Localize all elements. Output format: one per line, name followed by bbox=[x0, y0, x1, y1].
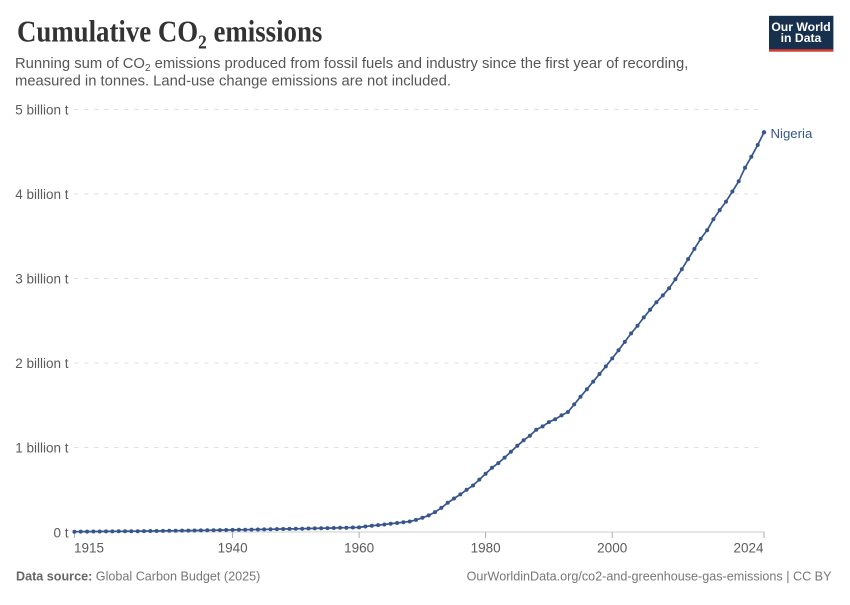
svg-text:1960: 1960 bbox=[344, 541, 374, 556]
svg-text:0 t: 0 t bbox=[53, 526, 68, 541]
svg-text:in Data: in Data bbox=[781, 31, 822, 45]
svg-text:1980: 1980 bbox=[471, 541, 501, 556]
svg-text:3 billion t: 3 billion t bbox=[15, 272, 69, 287]
svg-text:2 billion t: 2 billion t bbox=[15, 356, 69, 371]
svg-text:1940: 1940 bbox=[218, 541, 248, 556]
svg-text:Cumulative CO2 emissions: Cumulative CO2 emissions bbox=[17, 15, 322, 54]
svg-text:4 billion t: 4 billion t bbox=[15, 187, 69, 202]
svg-text:Nigeria: Nigeria bbox=[771, 126, 813, 141]
svg-text:2000: 2000 bbox=[597, 541, 627, 556]
svg-text:1915: 1915 bbox=[74, 541, 104, 556]
svg-text:Running sum of CO2 emissions p: Running sum of CO2 emissions produced fr… bbox=[15, 56, 688, 74]
svg-text:2024: 2024 bbox=[733, 541, 764, 556]
svg-text:Our World: Our World bbox=[771, 20, 830, 34]
svg-text:Data source: Global Carbon Bud: Data source: Global Carbon Budget (2025) bbox=[16, 570, 260, 584]
svg-text:5 billion t: 5 billion t bbox=[15, 103, 69, 118]
svg-text:measured in tonnes. Land-use c: measured in tonnes. Land-use change emis… bbox=[15, 74, 451, 90]
svg-text:OurWorldinData.org/co2-and-gre: OurWorldinData.org/co2-and-greenhouse-ga… bbox=[467, 570, 833, 584]
svg-text:1 billion t: 1 billion t bbox=[15, 441, 69, 456]
